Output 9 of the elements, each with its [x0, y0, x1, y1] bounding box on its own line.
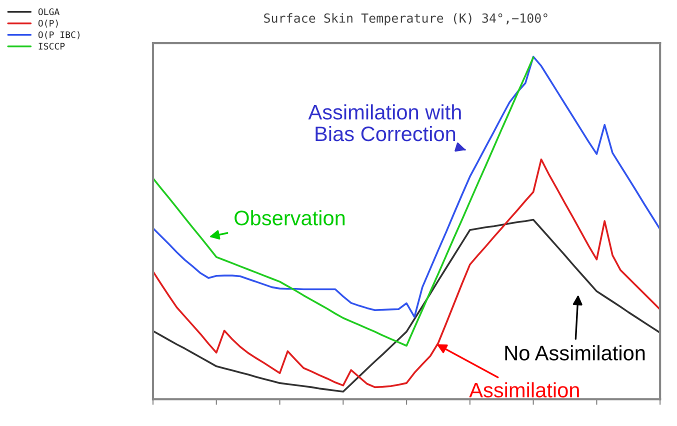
annotation: Assimilation with Bias Correction: [308, 104, 461, 142]
legend-label: OLGA: [38, 8, 60, 16]
legend-label: O(P IBC): [38, 31, 80, 40]
annotation: Assimilation: [469, 382, 579, 398]
annotation: No Assimilation: [505, 345, 645, 360]
legend-label: O(P): [38, 20, 58, 28]
legend-label: ISCCP: [38, 42, 65, 50]
chart-title: Surface Skin Temperature (K) 34°,−100°: [264, 13, 548, 26]
annotation: Observation: [234, 210, 345, 226]
